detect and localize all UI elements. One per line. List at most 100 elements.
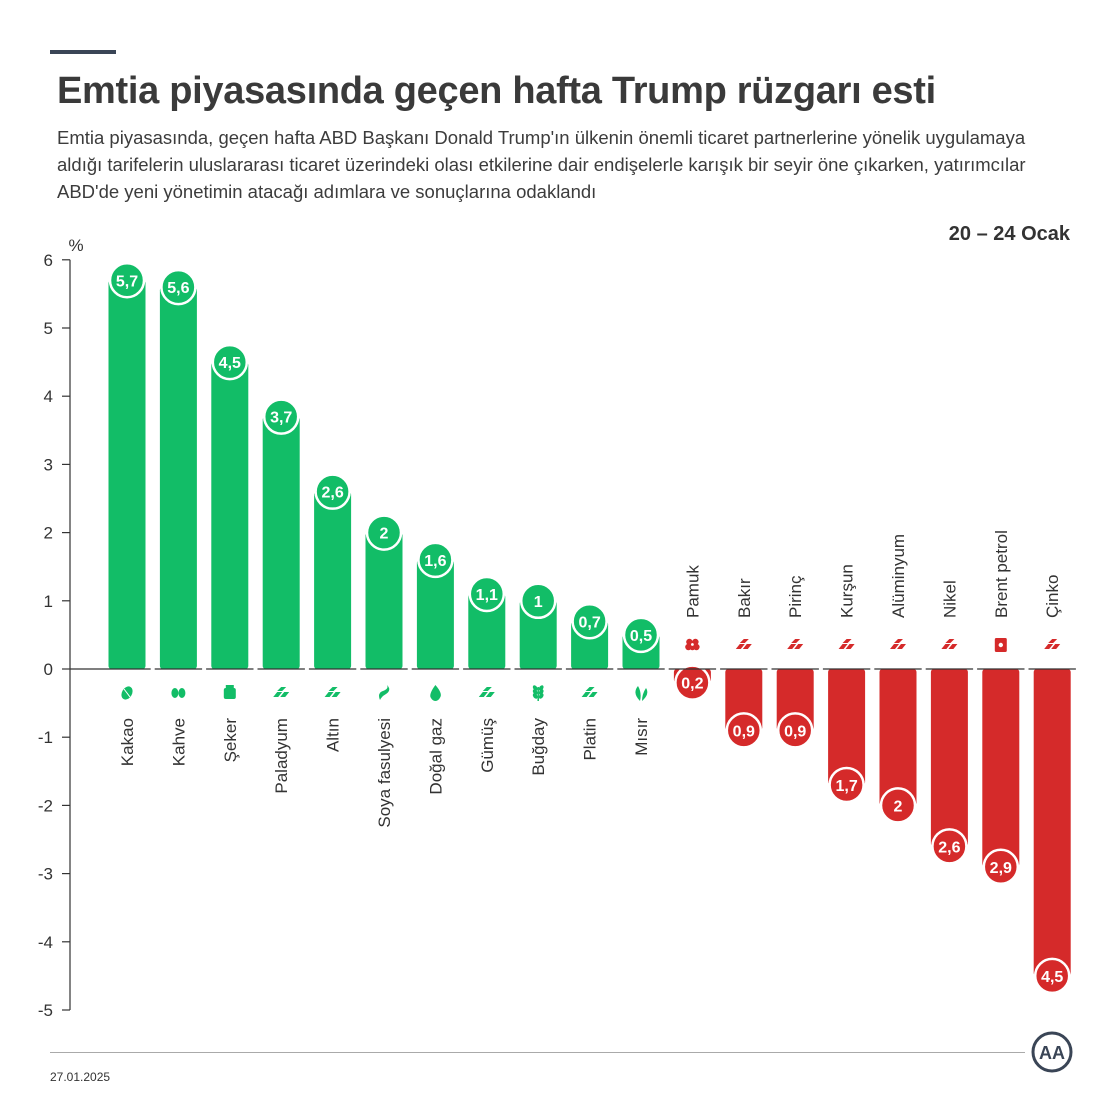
value-label: 0,9 bbox=[776, 712, 814, 749]
svg-text:2,6: 2,6 bbox=[938, 839, 960, 856]
value-label: 1 bbox=[519, 582, 557, 620]
svg-text:5,7: 5,7 bbox=[116, 273, 138, 290]
category-label: Pamuk bbox=[683, 565, 702, 618]
cocoa-icon bbox=[121, 686, 133, 700]
value-label: 1,6 bbox=[417, 541, 454, 579]
bar-Kakao bbox=[108, 280, 146, 669]
svg-text:1,7: 1,7 bbox=[835, 778, 857, 795]
bar-Kurşun bbox=[828, 669, 866, 785]
value-label: 0,5 bbox=[622, 616, 660, 654]
y-tick-label: -2 bbox=[38, 796, 53, 815]
aa-logo-icon: AA bbox=[1031, 1031, 1073, 1073]
bar-Gümüş bbox=[468, 593, 506, 669]
y-tick-label: 0 bbox=[44, 660, 53, 679]
bar-Altın bbox=[314, 491, 352, 669]
value-label: 0,9 bbox=[725, 712, 763, 749]
category-label: Soya fasulyesi bbox=[375, 718, 394, 828]
metal-bars-icon bbox=[273, 687, 290, 697]
y-axis-label: % bbox=[68, 236, 83, 255]
svg-text:4,5: 4,5 bbox=[219, 355, 241, 372]
oil-barrel-icon bbox=[994, 638, 1007, 652]
svg-text:0,9: 0,9 bbox=[733, 723, 755, 740]
svg-text:AA: AA bbox=[1039, 1043, 1065, 1063]
svg-text:2: 2 bbox=[380, 526, 389, 543]
value-label: 1,1 bbox=[468, 575, 506, 613]
category-label: Platin bbox=[581, 718, 600, 761]
category-label: Alüminyum bbox=[889, 534, 908, 618]
category-label: Mısır bbox=[632, 718, 651, 756]
bar-Şeker bbox=[211, 362, 249, 669]
y-tick-label: 6 bbox=[44, 251, 53, 270]
metal-bars-icon bbox=[735, 639, 752, 649]
page-subtitle: Emtia piyasasında, geçen hafta ABD Başka… bbox=[57, 127, 1026, 202]
value-label: 0,7 bbox=[571, 603, 608, 640]
footer-rule bbox=[50, 1052, 1025, 1053]
svg-text:0,9: 0,9 bbox=[784, 723, 806, 740]
y-tick-label: 3 bbox=[44, 455, 53, 474]
category-label: Gümüş bbox=[478, 718, 497, 773]
gas-flame-icon bbox=[430, 685, 441, 701]
y-tick-label: 2 bbox=[44, 524, 53, 543]
y-tick-label: 4 bbox=[44, 387, 53, 406]
category-label: Pirinç bbox=[786, 575, 805, 618]
category-label: Altın bbox=[324, 718, 343, 752]
category-label: Kahve bbox=[169, 718, 188, 766]
bar-Nikel bbox=[930, 669, 968, 847]
svg-text:0,2: 0,2 bbox=[681, 676, 703, 693]
y-tick-label: 5 bbox=[44, 319, 53, 338]
bar-Alüminyum bbox=[879, 669, 917, 806]
value-label: 4,5 bbox=[211, 343, 249, 381]
category-label: Nikel bbox=[940, 580, 959, 618]
category-label: Doğal gaz bbox=[426, 718, 445, 795]
svg-text:3,7: 3,7 bbox=[270, 410, 292, 427]
svg-text:0,5: 0,5 bbox=[630, 628, 652, 645]
value-label: 2 bbox=[365, 514, 403, 551]
bar-Soya fasulyesi bbox=[365, 532, 403, 669]
metal-bars-icon bbox=[890, 639, 906, 649]
svg-text:4,5: 4,5 bbox=[1041, 969, 1063, 986]
svg-text:2,6: 2,6 bbox=[321, 485, 343, 502]
y-tick-label: -1 bbox=[38, 728, 53, 747]
category-label: Çinko bbox=[1043, 575, 1062, 618]
svg-text:2: 2 bbox=[894, 798, 903, 815]
value-label: 4,5 bbox=[1033, 957, 1071, 995]
corn-leaf-icon bbox=[635, 686, 648, 701]
metal-bars-icon bbox=[1044, 639, 1061, 649]
svg-text:1,1: 1,1 bbox=[476, 587, 498, 604]
value-label: 2 bbox=[879, 787, 917, 824]
bar-Brent petrol bbox=[982, 669, 1020, 867]
metal-bars-icon bbox=[324, 687, 341, 697]
svg-text:1: 1 bbox=[534, 594, 543, 611]
value-label: 5,6 bbox=[160, 268, 197, 306]
metal-bars-icon bbox=[941, 639, 958, 649]
category-label: Buğday bbox=[529, 718, 548, 776]
metal-bars-icon bbox=[787, 639, 804, 649]
page-title: Emtia piyasasında geçen hafta Trump rüzg… bbox=[57, 70, 936, 112]
metal-bars-icon bbox=[838, 639, 855, 649]
category-label: Bakır bbox=[735, 578, 754, 618]
coffee-icon bbox=[171, 688, 186, 698]
cotton-icon bbox=[685, 638, 700, 651]
bar-Paladyum bbox=[262, 416, 300, 669]
sugar-icon bbox=[223, 685, 236, 699]
value-label: 2,6 bbox=[314, 473, 351, 510]
y-tick-label: -3 bbox=[38, 865, 53, 884]
date-range: 20 – 24 Ocak bbox=[948, 223, 1070, 245]
svg-text:5,6: 5,6 bbox=[167, 280, 189, 297]
metal-bars-icon bbox=[581, 687, 598, 697]
footer-date: 27.01.2025 bbox=[50, 1070, 111, 1084]
bar-Kahve bbox=[159, 287, 197, 669]
y-tick-label: -5 bbox=[38, 1001, 53, 1020]
svg-text:2,9: 2,9 bbox=[990, 860, 1012, 877]
category-label: Brent petrol bbox=[992, 530, 1011, 618]
value-label: 1,7 bbox=[828, 766, 865, 804]
value-label: 5,7 bbox=[108, 262, 146, 299]
value-label: 2,6 bbox=[931, 828, 968, 865]
value-label: 2,9 bbox=[982, 848, 1020, 886]
y-tick-label: 1 bbox=[44, 592, 53, 611]
value-label: 0,2 bbox=[674, 664, 711, 701]
wheat-icon bbox=[532, 685, 544, 701]
top-accent-rule bbox=[50, 50, 116, 54]
y-tick-label: -4 bbox=[38, 933, 53, 952]
